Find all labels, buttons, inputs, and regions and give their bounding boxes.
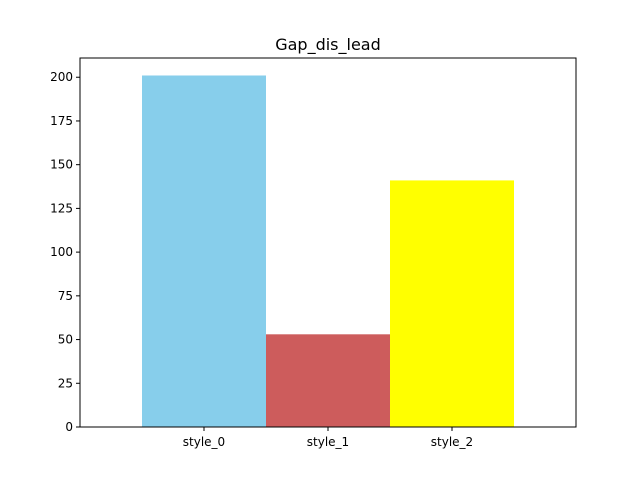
bar-style_2 xyxy=(390,180,514,427)
y-tick-label: 175 xyxy=(50,114,73,128)
x-tick-label: style_1 xyxy=(307,435,349,449)
x-tick-label: style_2 xyxy=(431,435,473,449)
x-tick-label: style_0 xyxy=(183,435,225,449)
y-tick-label: 75 xyxy=(58,289,73,303)
bars-layer xyxy=(142,75,514,427)
y-tick-label: 25 xyxy=(58,376,73,390)
axes-layer: 0 25 50 75 100 125 150 175 200 style_0 style_1 styl… xyxy=(50,57,577,449)
y-tick-label: 100 xyxy=(50,245,73,259)
bar-style_1 xyxy=(266,334,390,427)
chart-title: Gap_dis_lead xyxy=(275,35,381,55)
bar-style_0 xyxy=(142,75,266,427)
y-tick-label: 200 xyxy=(50,70,73,84)
y-tick-label: 150 xyxy=(50,158,73,172)
y-tick-label: 125 xyxy=(50,201,73,215)
y-tick-label: 0 xyxy=(65,420,73,434)
y-tick-label: 50 xyxy=(58,333,73,347)
